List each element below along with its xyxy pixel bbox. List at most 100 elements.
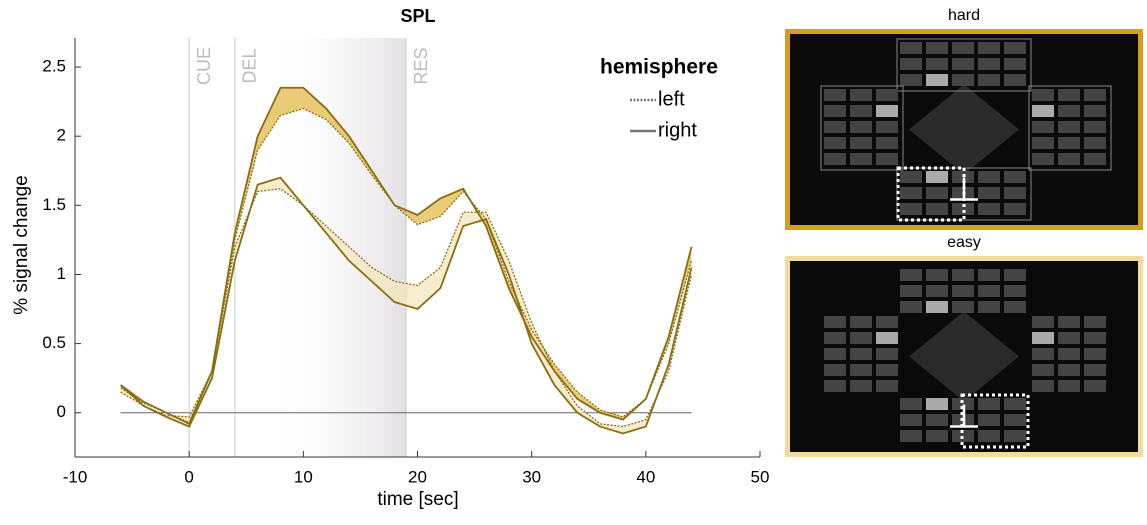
grid-cell [978,171,1000,183]
grid-cell [952,203,974,215]
grid-cell [850,89,872,101]
grid-cell [900,269,922,281]
grid-cell [926,42,948,54]
grid-cell [850,332,872,344]
grid-cell [824,316,846,328]
grid-cell [1032,348,1054,360]
grid-cell [978,285,1000,297]
x-tick-label: 50 [751,467,770,486]
grid-cell [1058,348,1080,360]
series-line [120,176,693,435]
panel-title: easy [947,234,981,251]
grid-cell [926,430,948,442]
grid-cell [926,285,948,297]
y-tick-label: 1.5 [42,195,66,214]
grid-cell [1058,316,1080,328]
grid-cell [1004,58,1026,70]
grid-cell [1032,105,1054,117]
grid-cell [1004,74,1026,86]
event-label: DEL [240,48,260,83]
stimulus-panel: easy [785,234,1143,457]
grid-cell [824,105,846,117]
grid-cell [900,301,922,313]
y-axis-label: % signal change [11,175,32,314]
grid-cell [1084,137,1106,149]
x-axis-label: time [sec] [377,489,458,510]
grid-cell [926,301,948,313]
grid-frame [896,38,1032,92]
grid-cell [1004,269,1026,281]
panel-title: hard [948,7,980,24]
grid-cell [850,380,872,392]
grid-cell [1058,105,1080,117]
grid-cell [876,105,898,117]
grid-cell [926,171,948,183]
grid-cell [850,348,872,360]
grid-cell [900,430,922,442]
grid-cell [900,203,922,215]
event-label: CUE [194,47,214,85]
x-tick-label: 20 [408,467,427,486]
y-tick-label: 2 [57,126,66,145]
grid-cell [978,414,1000,426]
grid-cell [978,301,1000,313]
x-tick-label: -10 [63,467,88,486]
grid-cell [1084,332,1106,344]
grid-cell [952,301,974,313]
grid-cell [876,121,898,133]
grid-cell [978,42,1000,54]
grid-cell [900,42,922,54]
grid-cell [900,171,922,183]
grid-cell [1058,89,1080,101]
grid-cell [926,414,948,426]
grid-cell [900,74,922,86]
grid-cell [876,332,898,344]
grid-cell [952,42,974,54]
event-label: RES [411,47,431,84]
grid-cell [900,58,922,70]
grid-cell [926,58,948,70]
grid-cell [1032,89,1054,101]
grid-cell [850,316,872,328]
grid-cell [850,153,872,165]
x-tick-label: 10 [294,467,313,486]
grid-cell [824,89,846,101]
grid-cell [978,269,1000,281]
grid-cell [926,203,948,215]
diamond [909,84,1019,175]
grid-cell [824,153,846,165]
grid-cell [850,137,872,149]
grid-cell [978,430,1000,442]
series-line [120,188,693,428]
chart-title: SPL [400,6,435,26]
stimulus-panel: hard [785,7,1143,230]
y-tick-label: 0 [57,402,66,421]
grid-cell [824,137,846,149]
grid-cell [952,398,974,410]
grid-cell [876,364,898,376]
grid-cell [1032,380,1054,392]
grid-cell [1032,153,1054,165]
grid-cell [1084,89,1106,101]
y-tick-label: 1 [57,264,66,283]
grid-cell [1004,42,1026,54]
grid-cell [1032,316,1054,328]
grid-cell [900,285,922,297]
grid-cell [876,380,898,392]
grid-cell [1004,414,1026,426]
grid-cell [1058,332,1080,344]
grid-frame [820,85,904,171]
x-tick-label: 30 [522,467,541,486]
grid-cell [850,105,872,117]
grid-cell [1084,380,1106,392]
grid-cell [926,398,948,410]
grid-cell [1004,398,1026,410]
grid-cell [824,348,846,360]
grid-cell [978,203,1000,215]
target-box [960,393,1030,449]
grid-cell [978,58,1000,70]
grid-cell [952,74,974,86]
y-tick-label: 2.5 [42,57,66,76]
grid-cell [1084,364,1106,376]
